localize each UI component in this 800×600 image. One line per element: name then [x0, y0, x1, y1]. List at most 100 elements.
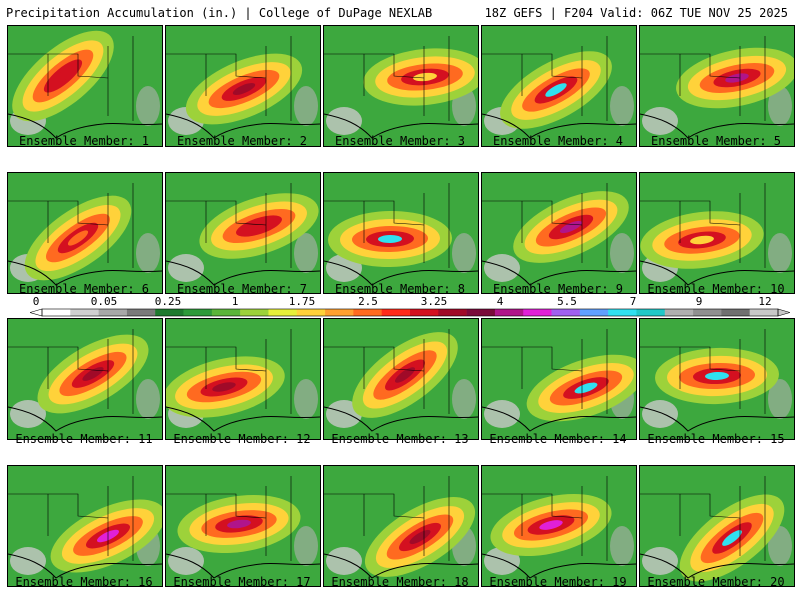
colorbar-swatch [410, 309, 439, 316]
member-label-7: Ensemble Member: 7 [176, 282, 308, 296]
colorbar-swatch [608, 309, 637, 316]
map-title: Precipitation Accumulation (in.) | Colle… [6, 6, 433, 20]
colorbar-swatch [664, 309, 694, 316]
colorbar-swatch [296, 309, 326, 316]
member-label-4: Ensemble Member: 4 [492, 134, 624, 148]
member-label-1: Ensemble Member: 1 [18, 134, 150, 148]
colorbar-swatch [211, 309, 241, 316]
precip-field-2 [166, 26, 320, 146]
member-label-17: Ensemble Member: 17 [173, 575, 311, 589]
precip-field-11 [8, 319, 162, 439]
colorbar-tick-label: 3.25 [420, 295, 448, 308]
member-label-3: Ensemble Member: 3 [334, 134, 466, 148]
colorbar-swatch [551, 309, 581, 316]
member-label-18: Ensemble Member: 18 [331, 575, 469, 589]
colorbar-swatch [325, 309, 354, 316]
colorbar-swatch [381, 309, 411, 316]
colorbar-graphic [28, 308, 792, 317]
precip-field-18 [324, 466, 478, 586]
member-map-16 [7, 465, 163, 587]
member-map-15 [639, 318, 795, 440]
colorbar-min-arrow [28, 308, 43, 317]
precip-field-13 [324, 319, 478, 439]
precip-field-15 [640, 319, 794, 439]
member-map-17 [165, 465, 321, 587]
colorbar-swatch [579, 309, 609, 316]
colorbar-swatch [155, 309, 184, 316]
precip-field-3 [324, 26, 478, 146]
precip-field-5 [640, 26, 794, 146]
member-label-19: Ensemble Member: 19 [489, 575, 627, 589]
precip-field-6 [8, 173, 162, 293]
colorbar-swatch [240, 309, 269, 316]
colorbar-swatch [494, 309, 524, 316]
member-label-14: Ensemble Member: 14 [489, 432, 627, 446]
colorbar-max-arrow [777, 308, 792, 317]
member-label-15: Ensemble Member: 15 [647, 432, 785, 446]
colorbar-swatch [721, 309, 750, 316]
precip-field-4 [482, 26, 636, 146]
precip-field-10 [640, 173, 794, 293]
precip-field-1 [8, 26, 162, 146]
member-map-4 [481, 25, 637, 147]
colorbar-tick-label: 4 [496, 295, 504, 308]
member-label-2: Ensemble Member: 2 [176, 134, 308, 148]
colorbar-tick-label: 9 [695, 295, 703, 308]
member-label-6: Ensemble Member: 6 [18, 282, 150, 296]
member-map-1 [7, 25, 163, 147]
member-map-7 [165, 172, 321, 294]
colorbar-swatch [268, 309, 298, 316]
colorbar-swatch [438, 309, 467, 316]
colorbar-swatch [42, 309, 71, 316]
precip-field-20 [640, 466, 794, 586]
colorbar-tick-label: 5.5 [557, 295, 577, 308]
precip-field-8 [324, 173, 478, 293]
precip-field-14 [482, 319, 636, 439]
precip-field-12 [166, 319, 320, 439]
colorbar-tick-label: 7 [629, 295, 637, 308]
precip-colorbar: 0 0.05 0.25 1 1.75 2.5 3.25 4 5.5 7 9 12 [28, 295, 792, 319]
colorbar-tick-label: 2.5 [358, 295, 378, 308]
member-map-5 [639, 25, 795, 147]
member-map-11 [7, 318, 163, 440]
member-map-2 [165, 25, 321, 147]
member-label-9: Ensemble Member: 9 [492, 282, 624, 296]
precip-field-7 [166, 173, 320, 293]
colorbar-tick-label: 0.05 [90, 295, 118, 308]
run-valid-time: 18Z GEFS | F204 Valid: 06Z TUE NOV 25 20… [484, 6, 788, 20]
precip-field-17 [166, 466, 320, 586]
colorbar-swatch [466, 309, 496, 316]
member-map-10 [639, 172, 795, 294]
colorbar-tick-label: 1 [231, 295, 239, 308]
colorbar-tick-label: 1.75 [288, 295, 316, 308]
member-map-9 [481, 172, 637, 294]
member-map-20 [639, 465, 795, 587]
colorbar-tick-label: 12 [758, 295, 772, 308]
member-label-11: Ensemble Member: 11 [15, 432, 153, 446]
precip-field-19 [482, 466, 636, 586]
colorbar-swatch [636, 309, 666, 316]
colorbar-swatch [98, 309, 128, 316]
member-map-12 [165, 318, 321, 440]
colorbar-tick-label: 0 [32, 295, 40, 308]
member-map-3 [323, 25, 479, 147]
member-map-13 [323, 318, 479, 440]
member-label-13: Ensemble Member: 13 [331, 432, 469, 446]
colorbar-swatch [523, 309, 552, 316]
member-map-8 [323, 172, 479, 294]
member-label-10: Ensemble Member: 10 [647, 282, 785, 296]
member-label-16: Ensemble Member: 16 [15, 575, 153, 589]
precip-field-16 [8, 466, 162, 586]
colorbar-swatch [70, 309, 99, 316]
colorbar-swatch [693, 309, 722, 316]
colorbar-swatch [183, 309, 213, 316]
member-map-14 [481, 318, 637, 440]
precip-field-9 [482, 173, 636, 293]
member-label-8: Ensemble Member: 8 [334, 282, 466, 296]
member-label-5: Ensemble Member: 5 [650, 134, 782, 148]
member-label-20: Ensemble Member: 20 [647, 575, 785, 589]
member-map-19 [481, 465, 637, 587]
colorbar-swatch [749, 309, 779, 316]
member-label-12: Ensemble Member: 12 [173, 432, 311, 446]
member-map-6 [7, 172, 163, 294]
